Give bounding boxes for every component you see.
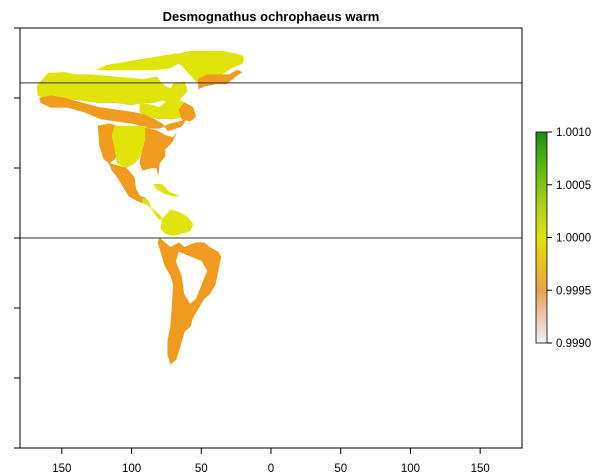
legend-ticks: 1.0010 1.0005 1.0000 0.9995 0.9990 [547, 127, 591, 350]
x-tick-label: 150 [52, 463, 71, 472]
region-greenland [167, 50, 244, 85]
x-tick-label: 100 [122, 463, 141, 472]
x-tick-label: 0 [268, 463, 274, 472]
legend-tick-label: 1.0010 [556, 127, 591, 139]
bottom-axis: 150 100 50 0 50 100 150 [52, 448, 490, 472]
legend-colorbar [535, 131, 548, 344]
color-legend: 1.0010 1.0005 1.0000 0.9995 0.9990 [535, 127, 591, 350]
region-conus-central [111, 125, 155, 169]
legend-tick-label: 1.0005 [556, 180, 591, 192]
region-alaska-yukon [36, 71, 188, 106]
left-axis-ticks [14, 27, 20, 449]
x-tick-label: 50 [195, 463, 208, 472]
x-tick-label: 150 [471, 463, 490, 472]
region-greenland-south [198, 69, 243, 90]
region-central-south-america-gap [175, 251, 208, 304]
x-tick-label: 100 [401, 463, 420, 472]
region-boreal-band [39, 95, 188, 132]
region-conus-east [139, 127, 177, 176]
legend-tick-label: 0.9995 [556, 285, 591, 297]
x-tick-label: 50 [334, 463, 347, 472]
region-labrador-coast [178, 102, 197, 122]
region-south-america-north [160, 209, 194, 237]
map-raster-layer [36, 50, 244, 365]
map-title: Desmognathus ochrophaeus warm [162, 9, 380, 24]
legend-tick-label: 0.9990 [556, 338, 591, 350]
reference-lines [20, 82, 522, 239]
region-caribbean [153, 184, 180, 197]
legend-tick-label: 1.0000 [556, 233, 591, 245]
